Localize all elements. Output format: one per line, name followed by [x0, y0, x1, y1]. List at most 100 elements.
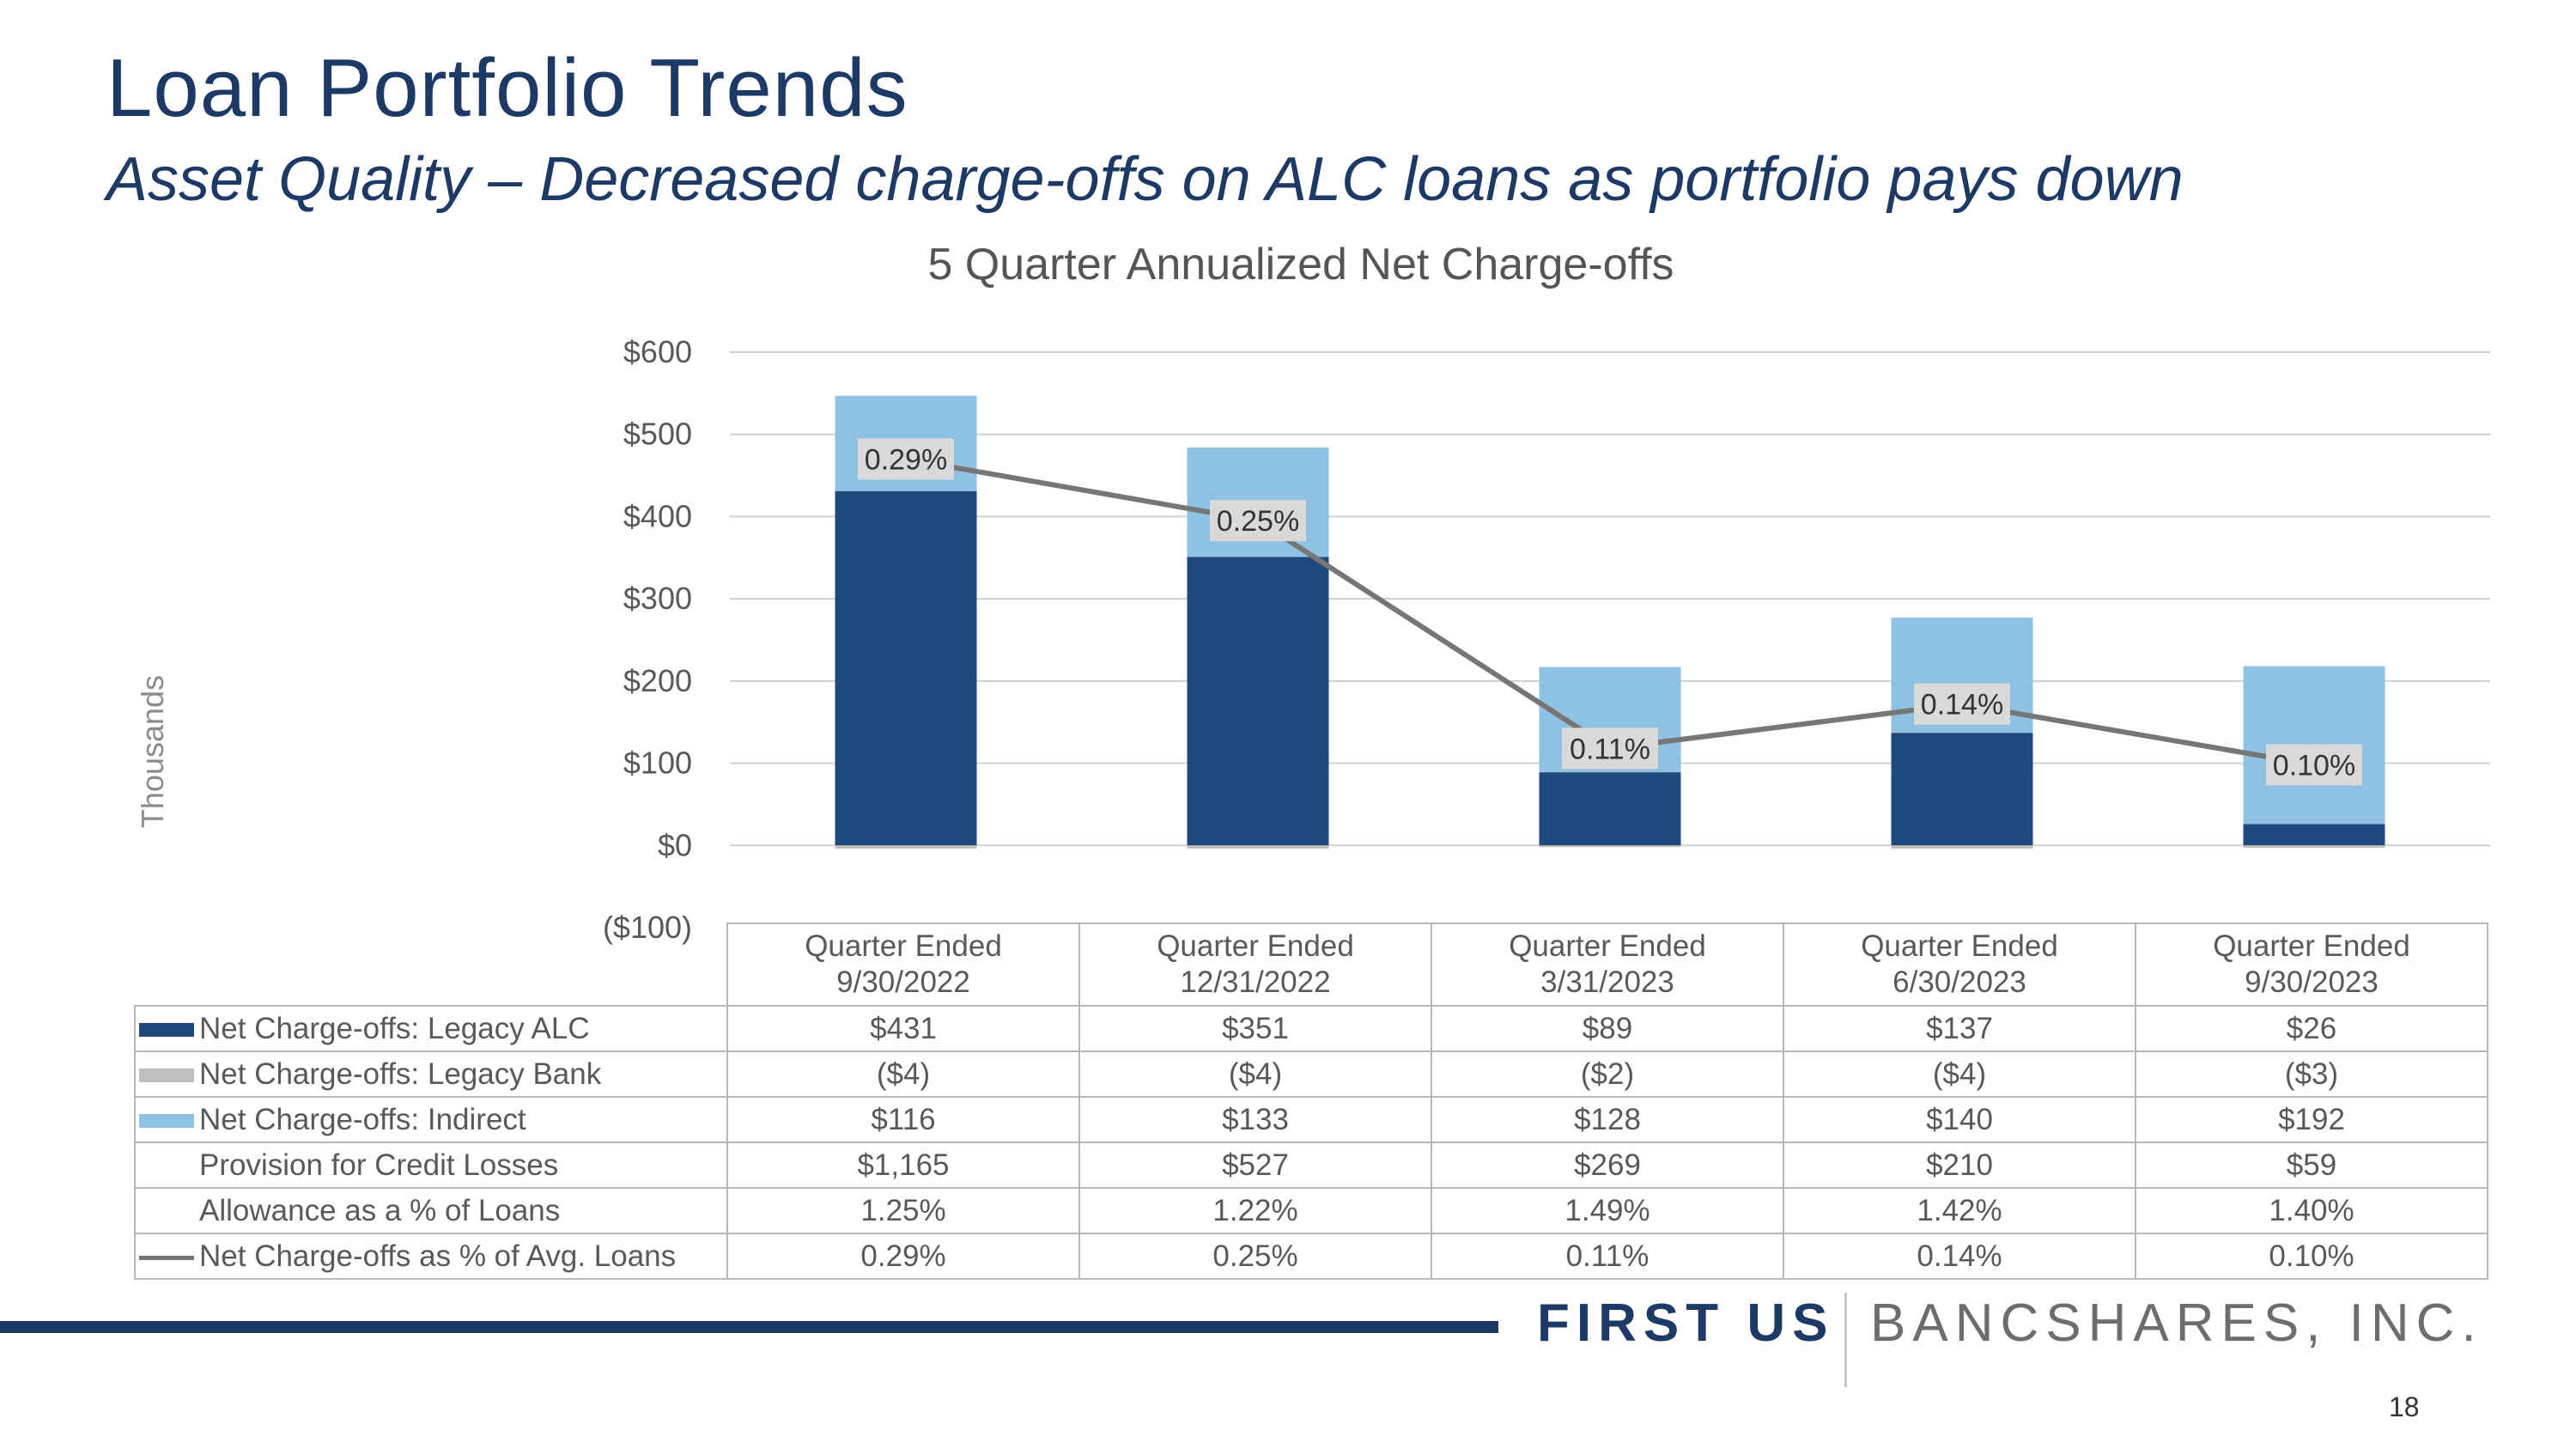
column-header-line1: Quarter Ended — [1509, 929, 1706, 963]
table-cell: $431 — [726, 1005, 1080, 1052]
legend-swatch — [139, 1255, 194, 1260]
data-label: 0.14% — [1921, 689, 2003, 721]
row-label: Net Charge-offs: Legacy Bank — [199, 1056, 602, 1091]
column-header: Quarter Ended 3/31/2023 — [1431, 922, 1784, 1007]
legend-swatch — [139, 1205, 194, 1219]
y-tick-label: $500 — [623, 417, 692, 452]
bar-net-charge-offs-legacy-bank — [835, 845, 977, 849]
brand-logo-first-us: FIRST US — [1537, 1294, 1835, 1353]
table-cell: 0.29% — [726, 1233, 1080, 1280]
brand-divider — [1844, 1293, 1847, 1387]
row-label-cell: Provision for Credit Losses — [134, 1142, 728, 1189]
table-cell: $140 — [1783, 1096, 2136, 1143]
footer-rule — [0, 1321, 1498, 1333]
data-label-box — [2266, 744, 2362, 786]
row-label: Net Charge-offs: Indirect — [199, 1102, 526, 1136]
table-cell: $26 — [2135, 1005, 2488, 1052]
column-header-line1: Quarter Ended — [2213, 929, 2410, 963]
row-label-cell: Allowance as a % of Loans — [134, 1187, 728, 1234]
table-cell: ($3) — [2135, 1050, 2488, 1098]
data-label: 0.10% — [2273, 749, 2355, 782]
table-cell: $351 — [1078, 1005, 1432, 1052]
row-label: Provision for Credit Losses — [199, 1148, 559, 1182]
table-cell: 1.40% — [2135, 1187, 2488, 1234]
table-cell: 0.11% — [1431, 1233, 1784, 1280]
legend-swatch — [139, 1023, 194, 1038]
table-cell: $192 — [2135, 1096, 2488, 1143]
table-cell: $133 — [1078, 1096, 1432, 1143]
table-cell: ($2) — [1431, 1050, 1784, 1098]
data-label-box — [858, 438, 954, 480]
data-label: 0.11% — [1570, 733, 1650, 765]
y-tick-label: $200 — [623, 663, 692, 698]
data-label-box — [1914, 683, 2010, 725]
bar-net-charge-offs-legacy-bank — [1187, 845, 1329, 849]
table-row: Provision for Credit Losses $1,165 $527 $26… — [134, 1142, 2488, 1189]
column-header: Quarter Ended 12/31/2022 — [1078, 922, 1432, 1007]
row-label: Allowance as a % of Loans — [199, 1193, 561, 1227]
table-cell: ($4) — [1078, 1050, 1432, 1098]
legend-swatch — [139, 1160, 194, 1173]
legend-swatch — [139, 1114, 194, 1129]
table-cell: 1.49% — [1431, 1187, 1784, 1234]
table-cell: 1.22% — [1078, 1187, 1432, 1234]
line-data-labels: 0.29% 0.25% 0.11% 0.14% 0.10% — [858, 438, 2362, 786]
row-label-cell: Net Charge-offs as % of Avg. Loans — [134, 1233, 728, 1280]
table-cell: $128 — [1431, 1096, 1784, 1143]
bar-net-charge-offs-legacy-bank — [2243, 845, 2385, 849]
chart-title: 5 Quarter Annualized Net Charge-offs — [927, 240, 1674, 289]
table-cell: $59 — [2135, 1142, 2488, 1189]
row-label: Net Charge-offs as % of Avg. Loans — [199, 1239, 677, 1273]
bar-net-charge-offs-legacy-bank — [1891, 845, 2033, 849]
column-header-line2: 12/31/2022 — [1180, 965, 1331, 999]
legend-swatch — [139, 1068, 194, 1083]
table-cell: ($4) — [1783, 1050, 2136, 1098]
y-tick-label: $400 — [623, 498, 692, 533]
column-header-line1: Quarter Ended — [1157, 929, 1354, 963]
table-cell: $527 — [1078, 1142, 1432, 1189]
table-cell: 1.42% — [1783, 1187, 2136, 1234]
table-header-row: Quarter Ended 9/30/2022 Quarter Ended 12/31… — [135, 922, 2488, 1007]
bar-net-charge-offs-legacy-alc — [1187, 557, 1329, 846]
column-header: Quarter Ended 9/30/2023 — [2135, 922, 2488, 1007]
y-axis-label: Thousands — [135, 675, 170, 828]
table-cell: $137 — [1783, 1005, 2136, 1052]
table-cell: $1,165 — [726, 1142, 1080, 1189]
data-label: 0.29% — [865, 443, 947, 476]
y-tick-label: $0 — [658, 827, 692, 862]
table-row: Net Charge-offs as % of Avg. Loans 0.29% 0… — [134, 1233, 2488, 1280]
y-tick-label: $600 — [623, 334, 692, 369]
table-cell: 0.14% — [1783, 1233, 2136, 1280]
bar-net-charge-offs-legacy-alc — [835, 490, 977, 846]
table-cell: 0.10% — [2135, 1233, 2488, 1280]
column-header-line1: Quarter Ended — [805, 929, 1002, 963]
net-charge-offs-chart: $600$500$400$300$200$100$0($100) 0.29%0.… — [135, 334, 2490, 945]
data-label: 0.25% — [1217, 505, 1299, 538]
column-header-line2: 9/30/2022 — [836, 965, 970, 999]
slide-title: Loan Portfolio Trends — [106, 42, 908, 134]
data-table: Quarter Ended 9/30/2022 Quarter Ended 12/31… — [134, 922, 2488, 1280]
data-label-box — [1210, 500, 1306, 542]
y-axis-ticks: $600$500$400$300$200$100$0($100) — [603, 334, 692, 945]
column-header-line2: 9/30/2023 — [2245, 965, 2379, 999]
row-label-cell: Net Charge-offs: Legacy ALC — [134, 1005, 728, 1052]
y-tick-label: $300 — [623, 581, 692, 616]
table-cell: $269 — [1431, 1142, 1784, 1189]
table-cell: ($4) — [726, 1050, 1080, 1098]
row-label-cell: Net Charge-offs: Indirect — [134, 1096, 728, 1143]
column-header: Quarter Ended 9/30/2022 — [726, 922, 1080, 1007]
table-row: Net Charge-offs: Indirect $116 $133 $128 $14… — [134, 1096, 2488, 1143]
table-cell: 1.25% — [726, 1187, 1080, 1234]
column-header-line2: 6/30/2023 — [1893, 965, 2026, 999]
table-row: Net Charge-offs: Legacy ALC $431 $351 $89 $1… — [134, 1005, 2488, 1052]
table-row: Net Charge-offs: Legacy Bank ($4) ($4) ($2)… — [134, 1050, 2488, 1098]
table-corner — [135, 923, 727, 1007]
row-label-cell: Net Charge-offs: Legacy Bank — [134, 1050, 728, 1098]
bar-net-charge-offs-legacy-alc — [1539, 772, 1681, 846]
column-header-line1: Quarter Ended — [1861, 929, 2058, 963]
column-header-line2: 3/31/2023 — [1540, 965, 1674, 999]
y-tick-label: $100 — [623, 746, 692, 781]
table-cell: 0.25% — [1078, 1233, 1432, 1280]
table-cell: $116 — [726, 1096, 1080, 1143]
data-label-box — [1562, 728, 1658, 770]
